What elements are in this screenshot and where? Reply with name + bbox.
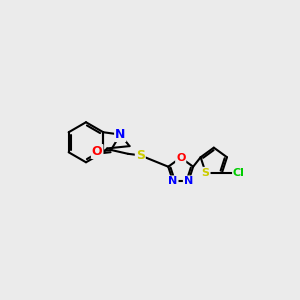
- Text: S: S: [136, 149, 145, 162]
- Text: N: N: [168, 176, 178, 186]
- Text: N: N: [184, 176, 193, 186]
- Text: Cl: Cl: [233, 168, 245, 178]
- Text: O: O: [176, 153, 185, 163]
- Text: N: N: [115, 128, 125, 141]
- Text: O: O: [92, 145, 103, 158]
- Text: S: S: [202, 168, 210, 178]
